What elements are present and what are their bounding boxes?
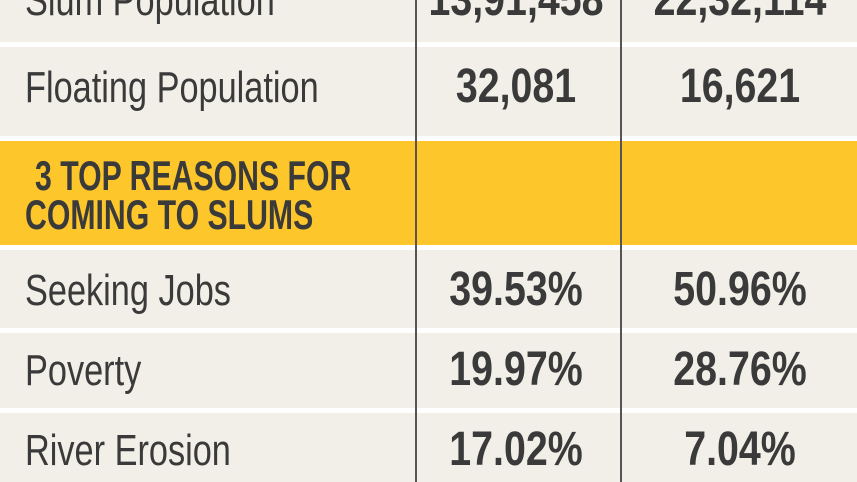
value-2011: 32,081: [456, 59, 576, 113]
value-2011-group: 13,91,458: [428, 0, 603, 26]
value-2021-group: 16,621: [680, 59, 800, 113]
value-2021: 16,621: [680, 59, 800, 113]
row-label-group: Poverty: [25, 346, 142, 395]
row-separators: [0, 42, 857, 413]
value-2021: 28.76%: [673, 342, 806, 396]
column-separators: [415, 0, 622, 482]
row-label-group: Slum Population: [25, 0, 275, 25]
row-label-group: River Erosion: [25, 426, 231, 475]
value-2011: 39.53%: [449, 262, 582, 316]
value-2021: 50.96%: [673, 262, 806, 316]
value-2011-group: 32,081: [456, 59, 576, 113]
section-title: COMING TO SLUMS: [25, 191, 313, 238]
value-2011: 19.97%: [449, 342, 582, 396]
value-2021-group: 28.76%: [673, 342, 806, 396]
section-title-group: COMING TO SLUMS: [25, 191, 313, 238]
row-label-group: Floating Population: [25, 63, 319, 112]
section-band: [0, 141, 857, 245]
value-2011-group: 17.02%: [449, 422, 582, 476]
value-2011-group: 19.97%: [449, 342, 582, 396]
value-2011: 17.02%: [449, 422, 582, 476]
value-2011: 13,91,458: [428, 0, 603, 26]
row-label: Floating Population: [25, 63, 319, 112]
row-label-group: Seeking Jobs: [25, 266, 231, 315]
value-2021-group: 7.04%: [684, 422, 796, 476]
row-label: Slum Population: [25, 0, 275, 25]
row-label: Seeking Jobs: [25, 266, 231, 315]
section-title: 3 TOP REASONS FOR: [35, 152, 351, 199]
row-label: Poverty: [25, 346, 142, 395]
section-title-group: 3 TOP REASONS FOR: [35, 152, 351, 199]
value-2011-group: 39.53%: [449, 262, 582, 316]
row-label: River Erosion: [25, 426, 231, 475]
value-2021: 7.04%: [684, 422, 796, 476]
value-2021-group: 22,32,114: [654, 0, 827, 26]
value-2021: 22,32,114: [654, 0, 827, 26]
value-2021-group: 50.96%: [673, 262, 806, 316]
